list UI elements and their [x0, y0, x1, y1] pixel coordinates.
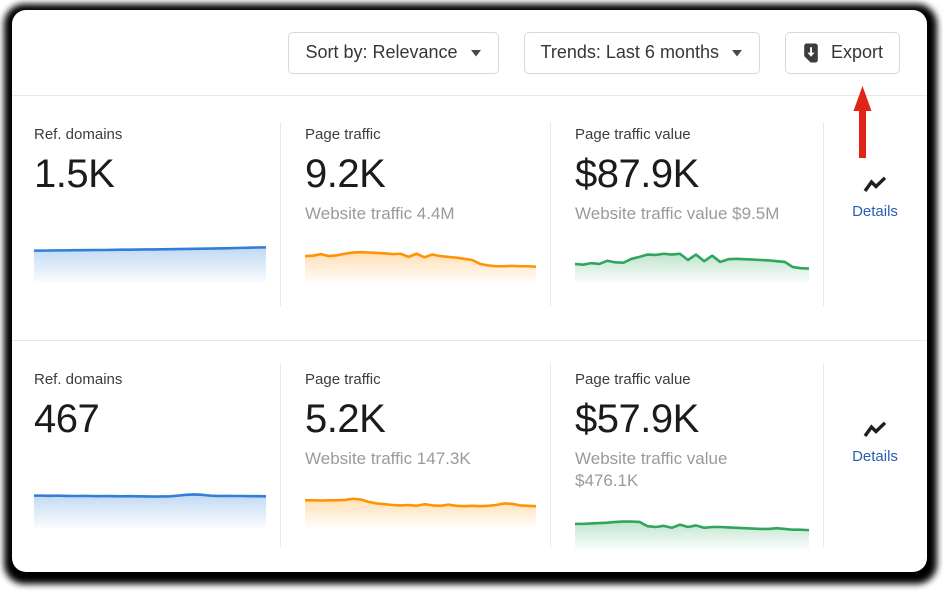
metric-label: Page traffic value [575, 371, 691, 388]
sparkline-chart [305, 237, 536, 283]
metric-value: 9.2K [305, 152, 386, 196]
trends-label: Trends: Last 6 months [540, 42, 719, 62]
metric-label: Ref. domains [34, 371, 123, 388]
annotation-arrow-icon [853, 86, 872, 158]
metric-label: Page traffic value [575, 126, 691, 143]
metrics-row: Ref. domains 1.5K Page traffic 9.2K Webs… [12, 96, 927, 340]
metric-subtitle [34, 448, 259, 470]
metric-label: Page traffic [305, 371, 381, 388]
metric-card-page-traffic-value: Page traffic value $87.9K Website traffi… [550, 96, 823, 340]
metric-card-ref-domains: Ref. domains 1.5K [12, 96, 280, 340]
metric-value: 1.5K [34, 152, 115, 196]
chevron-down-icon [731, 49, 743, 57]
metric-subtitle: Website traffic value $9.5M [575, 204, 780, 223]
metric-label: Page traffic [305, 126, 381, 143]
export-label: Export [830, 42, 883, 62]
metric-subtitle [34, 203, 259, 225]
column-divider [280, 122, 281, 306]
metric-card-page-traffic: Page traffic 5.2K Website traffic 147.3K [280, 341, 550, 572]
sparkline-chart [305, 482, 536, 528]
trends-dropdown[interactable]: Trends: Last 6 months [523, 31, 760, 74]
toolbar: Sort by: Relevance Trends: Last 6 months… [12, 10, 927, 96]
chevron-down-icon [470, 49, 482, 57]
sparkline-chart [34, 482, 266, 528]
sort-by-label: Sort by: Relevance [305, 42, 458, 62]
metric-card-ref-domains: Ref. domains 467 [12, 341, 280, 572]
metrics-panel: Sort by: Relevance Trends: Last 6 months… [12, 10, 927, 572]
column-divider [550, 122, 551, 306]
metric-subtitle: Website traffic 4.4M [305, 204, 455, 223]
metric-label: Ref. domains [34, 126, 123, 143]
metric-value: 5.2K [305, 397, 386, 441]
details-link[interactable]: Details [823, 341, 927, 572]
sparkline-chart [575, 237, 809, 283]
export-button[interactable]: Export [784, 31, 900, 74]
metric-card-page-traffic-value: Page traffic value $57.9K Website traffi… [550, 341, 823, 572]
row-divider [12, 340, 927, 341]
column-divider [823, 363, 824, 547]
metric-value: $87.9K [575, 152, 699, 196]
sparkline-chart [34, 237, 266, 283]
metric-subtitle: Website traffic value $476.1K [575, 449, 728, 490]
details-label: Details [852, 203, 898, 220]
details-link[interactable]: Details [823, 96, 927, 340]
metric-subtitle: Website traffic 147.3K [305, 449, 471, 468]
metric-value: 467 [34, 397, 100, 441]
column-divider [550, 363, 551, 547]
metric-value: $57.9K [575, 397, 699, 441]
metrics-row: Ref. domains 467 Page traffic 5.2K Websi… [12, 341, 927, 572]
column-divider [823, 122, 824, 306]
sort-by-dropdown[interactable]: Sort by: Relevance [288, 31, 499, 74]
sparkline-chart [575, 504, 809, 550]
column-divider [280, 363, 281, 547]
export-file-download-icon [802, 43, 819, 63]
metric-card-page-traffic: Page traffic 9.2K Website traffic 4.4M [280, 96, 550, 340]
details-label: Details [852, 448, 898, 465]
trend-line-icon [863, 176, 887, 192]
trend-line-icon [863, 421, 887, 437]
